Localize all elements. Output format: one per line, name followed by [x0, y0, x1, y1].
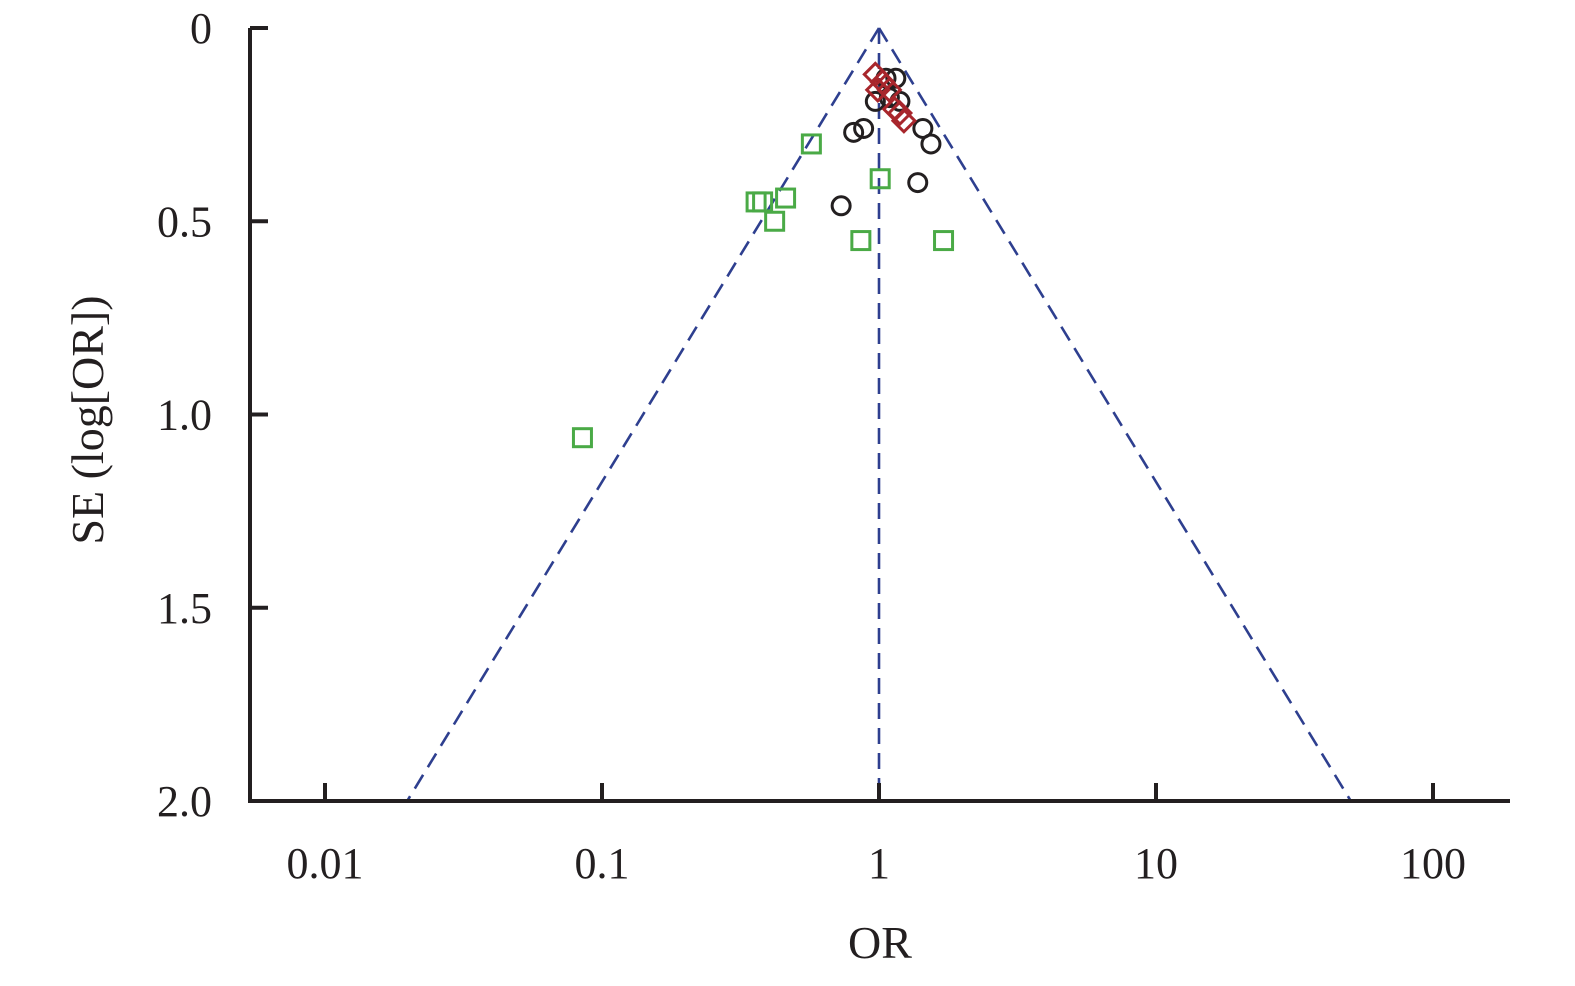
square-marker [800, 133, 822, 155]
square-marker [752, 191, 774, 213]
funnel-left-limit [406, 27, 881, 802]
x-tick-label: 1 [868, 839, 890, 888]
square-marker [869, 168, 891, 190]
square-marker [775, 187, 797, 209]
diamond-marker [886, 99, 914, 127]
tick-labels: 0 0.5 1.0 1.5 2.0 0.01 0.1 1 10 100 [157, 4, 1466, 888]
diamond-marker [876, 76, 903, 103]
data-markers [571, 61, 955, 449]
y-tick-label: 1.0 [157, 391, 212, 440]
y-axis-title: SE (log[OR]) [62, 295, 113, 544]
square-marker [745, 191, 767, 213]
square-marker [850, 230, 872, 252]
diamond-marker [890, 107, 918, 134]
circle-marker [907, 172, 929, 194]
x-tick-label: 0.1 [575, 839, 630, 888]
x-axis-title: OR [848, 917, 912, 968]
square-marker [933, 230, 955, 252]
x-tick-label: 0.01 [287, 839, 364, 888]
square-marker [571, 427, 593, 449]
y-tick-label: 0.5 [157, 197, 212, 246]
circle-marker [843, 121, 865, 143]
x-tick-label: 10 [1134, 839, 1178, 888]
square-marker [764, 210, 786, 232]
funnel-lines [406, 27, 1352, 802]
circle-marker [853, 117, 875, 139]
x-tick-label: 100 [1400, 839, 1466, 888]
y-tick-label: 1.5 [157, 584, 212, 633]
funnel-right-limit [877, 27, 1352, 802]
y-tick-label: 0 [190, 4, 212, 53]
circle-marker [920, 133, 942, 155]
circle-marker [864, 90, 886, 112]
diamond-marker [864, 76, 891, 103]
circle-marker [830, 195, 852, 217]
y-tick-label: 2.0 [157, 777, 212, 826]
axes [248, 26, 1510, 803]
